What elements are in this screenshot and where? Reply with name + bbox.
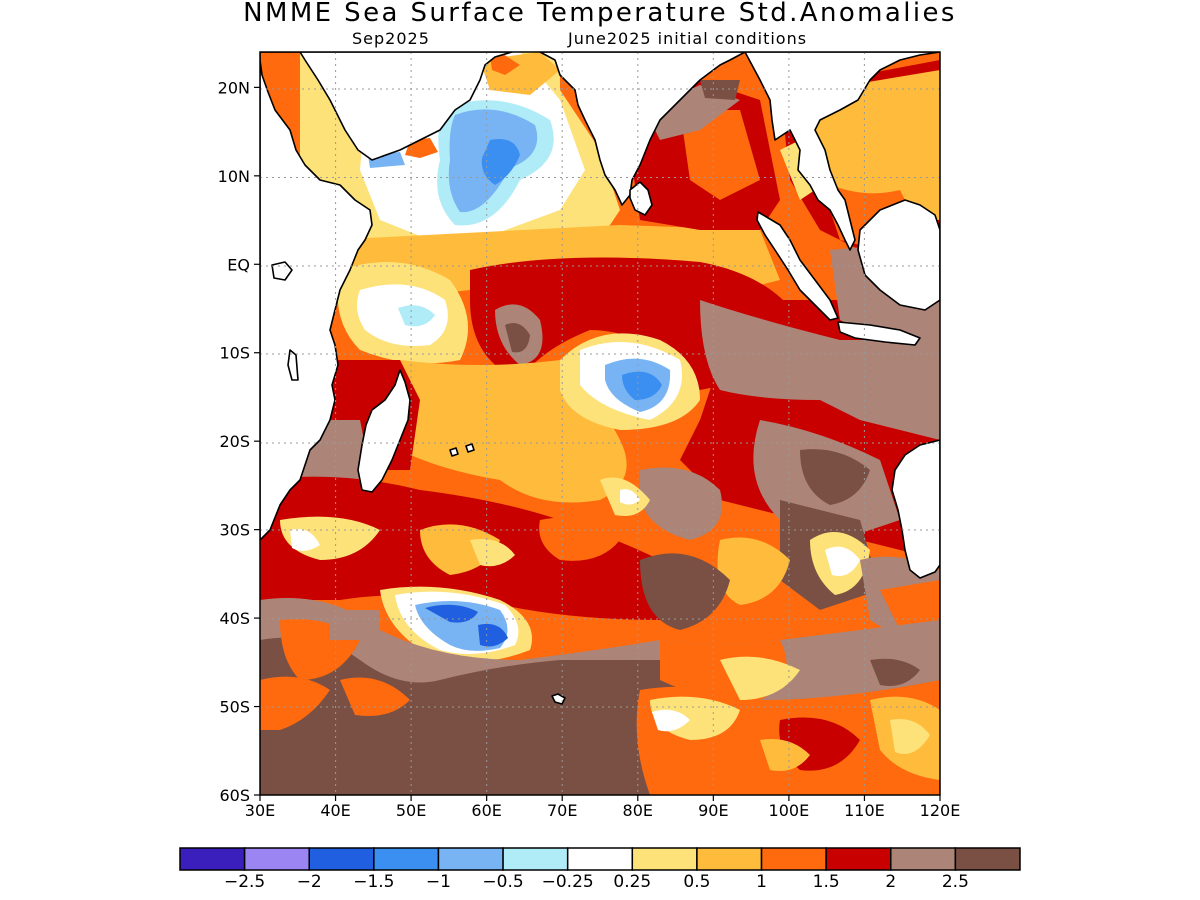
sri-lanka xyxy=(629,181,653,216)
colorbar-label: 2 xyxy=(885,872,896,892)
axis-ticks: 30E 40E 50E 60E 70E 80E 90E 100E 110E 120E 20N 10N E… xyxy=(218,78,961,820)
x-tick-label: 100E xyxy=(769,801,810,820)
colorbar-swatch xyxy=(890,847,957,871)
sumatra xyxy=(756,211,839,321)
anomaly-field xyxy=(260,52,940,795)
colorbar-swatch xyxy=(373,847,440,871)
colorbar-label: −1.5 xyxy=(353,872,394,892)
india xyxy=(539,52,746,206)
x-tick-label: 90E xyxy=(698,801,728,820)
java xyxy=(837,321,921,346)
y-tick-label: 20N xyxy=(218,78,250,97)
colorbar-swatch xyxy=(179,847,246,871)
colorbar-swatch xyxy=(631,847,698,871)
y-tick-label: 50S xyxy=(219,698,250,717)
chart-title: NMME Sea Surface Temperature Std.Anomali… xyxy=(243,0,957,28)
x-tick-label: 110E xyxy=(844,801,885,820)
colorbar: −2.5 −2 −1.5 −1 −0.5 −0.25 0.25 0.5 1 1.5 2 2.5 xyxy=(179,847,1021,892)
colorbar-swatch xyxy=(437,847,504,871)
y-tick-label: 40S xyxy=(219,609,250,628)
x-tick-label: 50E xyxy=(396,801,426,820)
y-tick-label: 60S xyxy=(219,786,250,805)
colorbar-swatch xyxy=(308,847,375,871)
colorbar-label: 2.5 xyxy=(942,872,969,892)
x-tick-label: 30E xyxy=(245,801,275,820)
colorbar-swatch xyxy=(954,847,1021,871)
colorbar-label: −2 xyxy=(297,872,322,892)
colorbar-label: −0.25 xyxy=(542,872,594,892)
colorbar-label: 0.25 xyxy=(613,872,651,892)
y-tick-label: EQ xyxy=(227,255,250,274)
x-tick-label: 40E xyxy=(320,801,350,820)
graticule xyxy=(260,52,940,795)
forecast-month: Sep2025 xyxy=(352,29,430,48)
y-tick-label: 30S xyxy=(219,521,250,540)
initial-conditions: June2025 initial conditions xyxy=(568,29,808,48)
africa-arabia xyxy=(260,52,513,541)
mauritius-reunion xyxy=(449,447,459,457)
y-tick-label: 20S xyxy=(219,432,250,451)
colorbar-label: −2.5 xyxy=(224,872,265,892)
madagascar xyxy=(357,369,411,493)
colorbar-label: 1 xyxy=(756,872,767,892)
x-tick-label: 70E xyxy=(547,801,577,820)
x-tick-label: 120E xyxy=(920,801,961,820)
colorbar-swatch xyxy=(760,847,827,871)
colorbar-swatch xyxy=(502,847,569,871)
x-tick-label: 60E xyxy=(471,801,501,820)
colorbar-label: −0.5 xyxy=(482,872,523,892)
x-tick-label: 80E xyxy=(623,801,653,820)
colorbar-label: 0.5 xyxy=(683,872,710,892)
indochina xyxy=(744,52,940,251)
colorbar-label: −1 xyxy=(426,872,451,892)
colorbar-swatch xyxy=(825,847,892,871)
borneo xyxy=(857,199,940,311)
map-frame xyxy=(259,51,941,796)
colorbar-swatch xyxy=(566,847,634,871)
land-masses xyxy=(260,52,940,705)
colorbar-swatch xyxy=(696,847,763,871)
colorbar-swatch xyxy=(243,847,310,871)
y-tick-label: 10N xyxy=(218,167,250,186)
colorbar-label: 1.5 xyxy=(813,872,840,892)
y-tick-label: 10S xyxy=(219,344,250,363)
